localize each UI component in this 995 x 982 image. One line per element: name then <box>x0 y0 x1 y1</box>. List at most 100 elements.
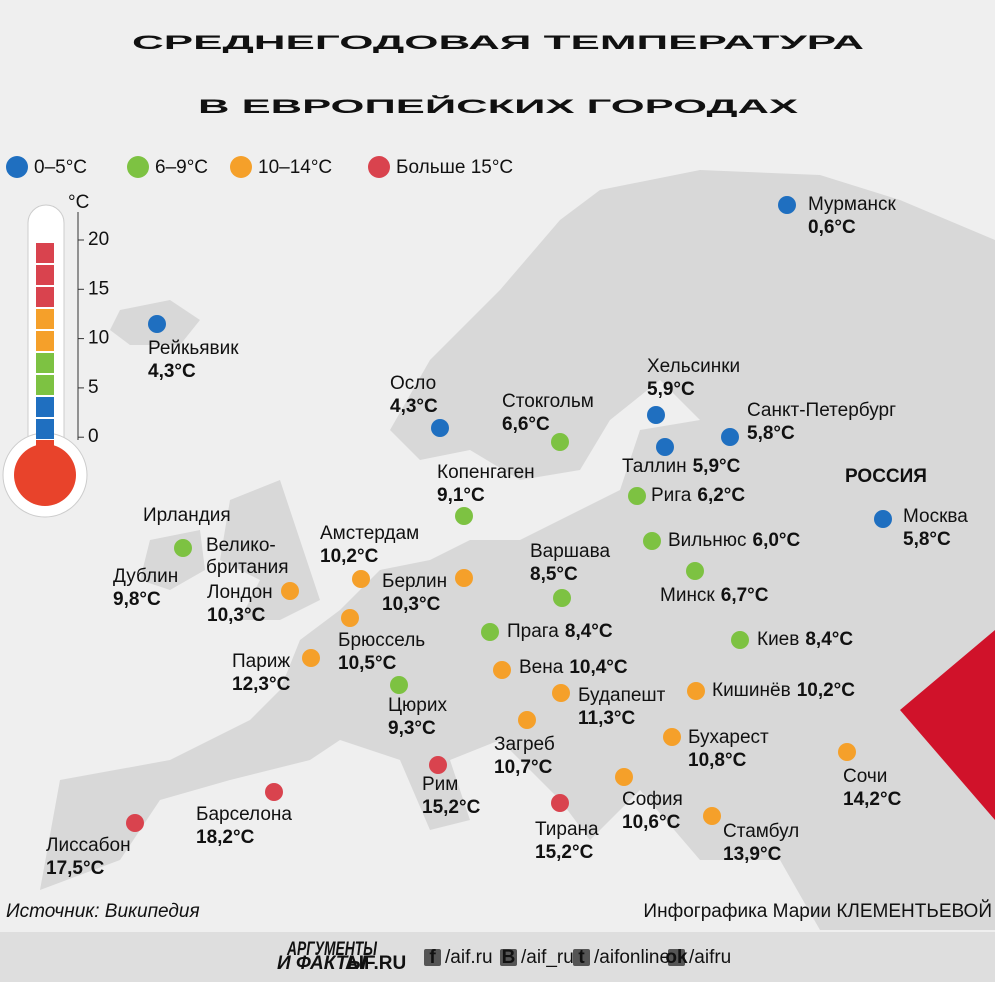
city-temp: 12,3°С <box>232 674 291 695</box>
city-dot <box>518 711 536 729</box>
city-name: Лиссабон <box>46 835 131 856</box>
city-dot <box>455 569 473 587</box>
city-dot <box>687 682 705 700</box>
city-name: Брюссель <box>338 630 425 651</box>
city-temp: 8,4°С <box>565 621 613 642</box>
thermometer-bulb <box>14 444 76 506</box>
city-dot <box>628 487 646 505</box>
city-label: Вена 10,4°С <box>519 657 628 678</box>
city-dot <box>455 507 473 525</box>
city-label: Рига 6,2°С <box>651 485 745 506</box>
legend-label: 6–9°С <box>155 157 208 178</box>
thermometer-segment <box>36 243 54 263</box>
city-temp: 15,2°С <box>422 797 481 818</box>
city-temp: 6,0°С <box>753 530 801 551</box>
thermometer-segment <box>36 265 54 285</box>
city-name: Санкт-Петербург <box>747 400 896 421</box>
legend-dot <box>368 156 390 178</box>
social-icon-glyph: f <box>429 947 436 968</box>
city-temp: 6,2°С <box>697 485 745 506</box>
city-dot <box>390 676 408 694</box>
city-dot <box>663 728 681 746</box>
city-dot <box>838 743 856 761</box>
city-name: Амстердам <box>320 523 419 544</box>
city-name: Будапешт <box>578 685 666 706</box>
city-name: Мурманск <box>808 194 897 215</box>
city-temp: 10,2°С <box>320 546 379 567</box>
city-temp: 9,3°С <box>388 718 436 739</box>
city-name: Москва <box>903 506 968 527</box>
city-name: Киев <box>757 629 799 650</box>
thermometer-segment <box>36 419 54 439</box>
city-name: Копенгаген <box>437 462 535 483</box>
city-name: Бухарест <box>688 727 769 748</box>
city-temp: 13,9°С <box>723 844 782 865</box>
city-name: Загреб <box>494 734 555 755</box>
city-temp: 9,1°С <box>437 485 485 506</box>
city-dot <box>721 428 739 446</box>
city-dot <box>302 649 320 667</box>
city-temp: 10,5°С <box>338 653 397 674</box>
city-dot <box>643 532 661 550</box>
city-dot <box>126 814 144 832</box>
city-name: Цюрих <box>388 695 447 716</box>
legend-label: Больше 15°С <box>396 157 513 178</box>
city-dot <box>481 623 499 641</box>
social-icon <box>500 949 517 966</box>
city-dot <box>656 438 674 456</box>
legend-label: 10–14°С <box>258 157 332 178</box>
city-temp: 15,2°С <box>535 842 594 863</box>
city-name: Стамбул <box>723 821 799 842</box>
city-name: Минск <box>660 585 715 606</box>
city-dot <box>551 794 569 812</box>
title: В ЕВРОПЕЙСКИХ ГОРОДАХ <box>198 96 799 118</box>
city-label: Вильнюс 6,0°С <box>668 530 801 551</box>
logo-line: АРГУМЕНТЫ <box>286 939 377 960</box>
thermometer-segment <box>36 309 54 329</box>
logo-url: AIF.RU <box>345 953 406 974</box>
thermometer-tick-label: 5 <box>88 377 99 398</box>
city-name: Рига <box>651 485 692 506</box>
social-handle: /aif_ru <box>521 947 574 968</box>
title: СРЕДНЕГОДОВАЯ ТЕМПЕРАТУРА <box>132 33 865 54</box>
city-name: Париж <box>232 651 290 672</box>
thermometer-segment <box>36 353 54 373</box>
city-dot <box>615 768 633 786</box>
thermometer-tick-label: 10 <box>88 328 109 349</box>
city-name: Вильнюс <box>668 530 747 551</box>
city-label: Кишинёв 10,2°С <box>712 680 855 701</box>
social-icon-glyph: ok <box>665 947 688 968</box>
city-dot <box>431 419 449 437</box>
city-temp: 18,2°С <box>196 827 255 848</box>
city-name: Стокгольм <box>502 391 594 412</box>
region-label: РОССИЯ <box>845 466 927 487</box>
city-dot <box>874 510 892 528</box>
decor-shape <box>900 630 995 820</box>
thermometer-segment <box>36 375 54 395</box>
city-temp: 8,4°С <box>805 629 853 650</box>
city-temp: 10,3°С <box>207 605 266 626</box>
city-name: Кишинёв <box>712 680 791 701</box>
city-name: Таллин <box>622 456 687 477</box>
city-dot <box>778 196 796 214</box>
city-dot <box>553 589 571 607</box>
city-dot <box>174 539 192 557</box>
region-label: Велико- <box>206 535 276 556</box>
city-name: Осло <box>390 373 436 394</box>
social-handle: /aifonline <box>594 947 670 968</box>
city-dot <box>731 631 749 649</box>
city-temp: 10,2°С <box>797 680 856 701</box>
city-temp: 10,4°С <box>569 657 628 678</box>
city-temp: 0,6°С <box>808 217 856 238</box>
city-name: Рим <box>422 774 458 795</box>
thermometer-tick-label: 20 <box>88 229 109 250</box>
city-temp: 4,3°С <box>390 396 438 417</box>
city-name: Хельсинки <box>647 356 740 377</box>
thermometer-segment <box>36 287 54 307</box>
social-icon <box>573 949 590 966</box>
social-handle: /aifru <box>689 947 731 968</box>
city-temp: 5,9°С <box>693 456 741 477</box>
thermometer-tick-label: 15 <box>88 278 109 299</box>
footer-band <box>0 932 995 982</box>
legend-label: 0–5°С <box>34 157 87 178</box>
